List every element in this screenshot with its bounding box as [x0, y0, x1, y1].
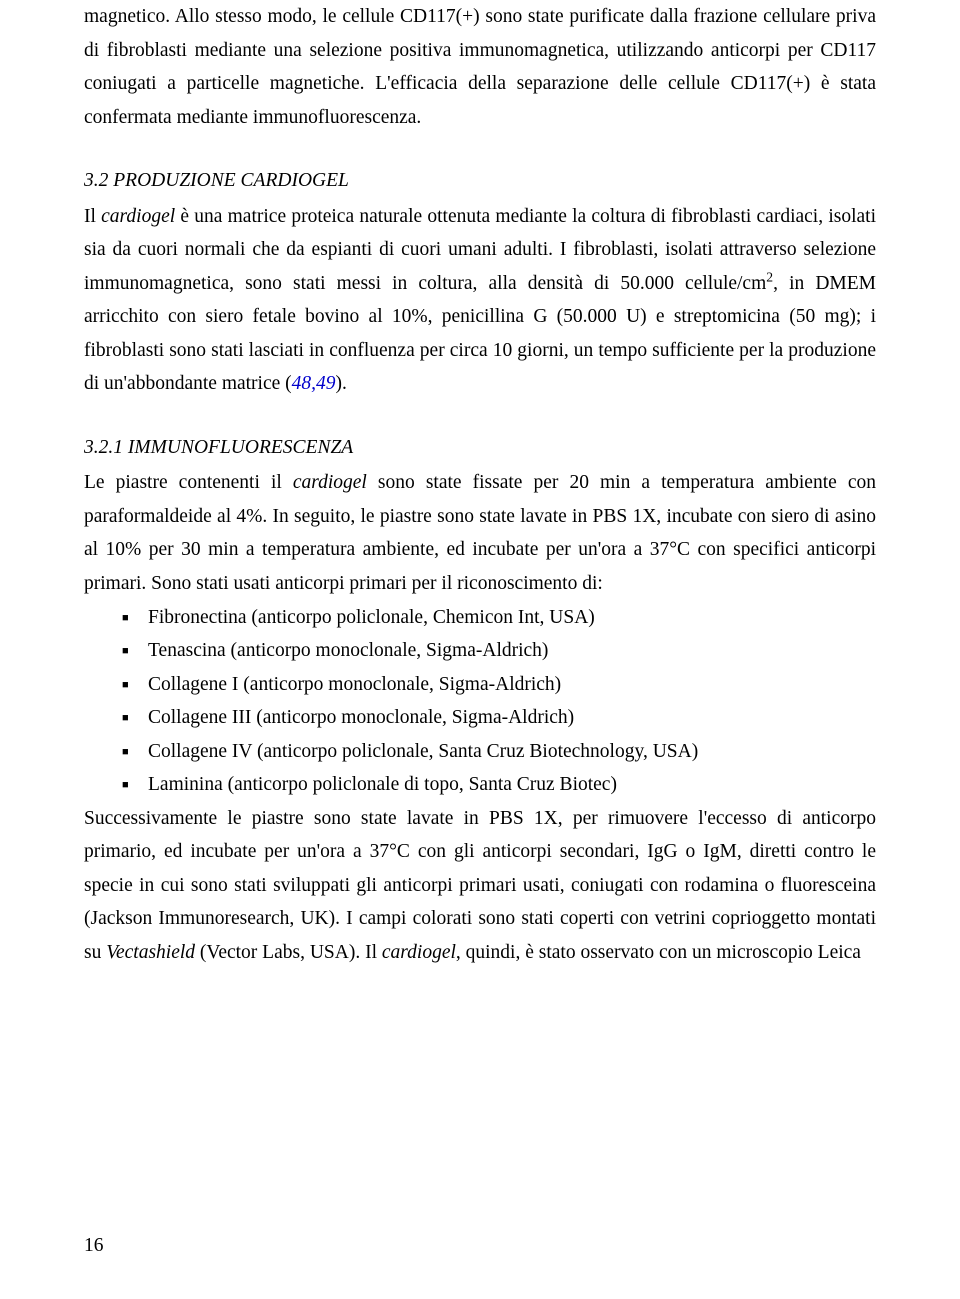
list-item: Laminina (anticorpo policlonale di topo,… — [84, 768, 876, 802]
text-fragment: Successivamente le piastre sono state la… — [84, 808, 876, 963]
text-fragment: è una matrice proteica naturale ottenuta… — [84, 206, 876, 294]
document-page: magnetico. Allo stesso modo, le cellule … — [0, 0, 960, 1299]
section-3-2-1-paragraph-2: Successivamente le piastre sono state la… — [84, 802, 876, 970]
page-number: 16 — [84, 1235, 104, 1257]
section-3-2-heading: 3.2 PRODUZIONE CARDIOGEL — [84, 164, 876, 198]
list-item: Tenascina (anticorpo monoclonale, Sigma-… — [84, 634, 876, 668]
text-fragment: Le piastre contenenti il — [84, 472, 293, 493]
text-fragment: , quindi, è stato osservato con un micro… — [456, 942, 861, 963]
citation-48-49: 48,49 — [292, 373, 336, 394]
list-item: Collagene I (anticorpo monoclonale, Sigm… — [84, 668, 876, 702]
list-item: Collagene IV (anticorpo policlonale, San… — [84, 735, 876, 769]
list-item: Collagene III (anticorpo monoclonale, Si… — [84, 701, 876, 735]
section-3-2-1-heading: 3.2.1 IMMUNOFLUORESCENZA — [84, 431, 876, 465]
text-fragment: (Vector Labs, USA). Il — [195, 942, 382, 963]
section-3-2-1-paragraph-1: Le piastre contenenti il cardiogel sono … — [84, 466, 876, 600]
italic-term-vectashield: Vectashield — [106, 942, 195, 963]
intro-paragraph: magnetico. Allo stesso modo, le cellule … — [84, 0, 876, 134]
section-3-2-paragraph: Il cardiogel è una matrice proteica natu… — [84, 200, 876, 401]
list-item: Fibronectina (anticorpo policlonale, Che… — [84, 601, 876, 635]
italic-term-cardiogel: cardiogel — [101, 206, 175, 227]
italic-term-cardiogel: cardiogel — [382, 942, 456, 963]
text-fragment: Il — [84, 206, 101, 227]
text-fragment: ). — [336, 373, 347, 394]
antibody-list: Fibronectina (anticorpo policlonale, Che… — [84, 601, 876, 802]
italic-term-cardiogel: cardiogel — [293, 472, 367, 493]
